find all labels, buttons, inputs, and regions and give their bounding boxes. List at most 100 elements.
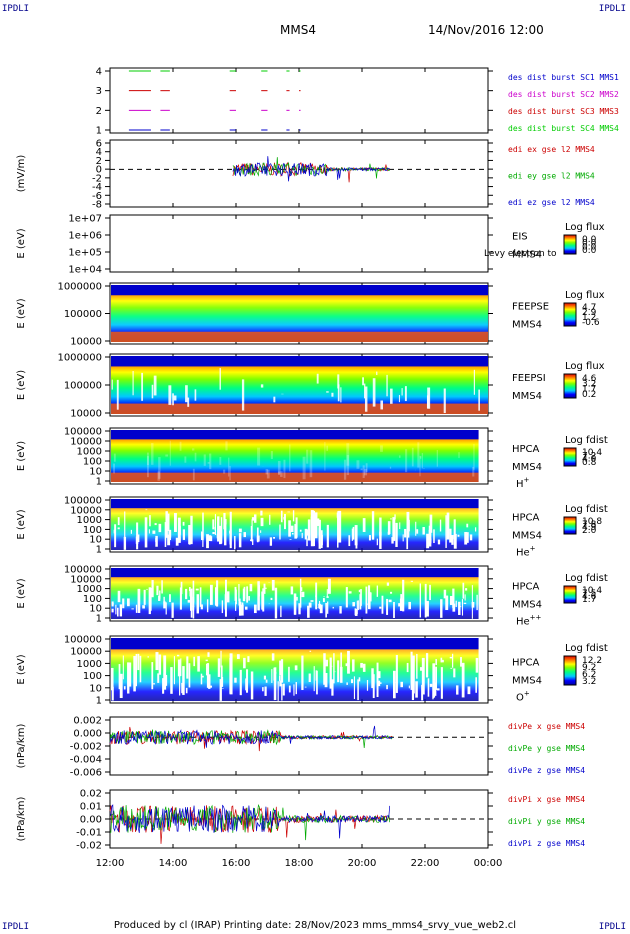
instrument-label: HPCA <box>512 513 540 524</box>
spectrogram-gap <box>348 535 351 547</box>
spectrogram-gap <box>179 666 181 696</box>
spectrogram-gap <box>371 668 374 689</box>
spectrogram-gap <box>212 531 215 535</box>
spectrogram-gap <box>210 536 213 542</box>
spectrogram-gap <box>184 456 187 463</box>
spectrogram-gap <box>421 453 423 469</box>
spectrogram-gap <box>351 528 353 541</box>
y-tick-label: 1e+05 <box>68 248 102 259</box>
spectrogram-gap <box>325 602 327 618</box>
series-label: edi ez gse l2 MMS4 <box>508 198 595 207</box>
spectrogram-gap <box>158 523 162 533</box>
hpca-h-spectrogram <box>111 430 479 482</box>
spectrogram-gap <box>216 580 219 607</box>
spectrogram-gap <box>433 529 435 544</box>
hpca-hepp-spectrogram <box>111 568 479 619</box>
spectrogram-gap <box>111 379 113 390</box>
colorbar-tick-label: 7.2 <box>582 451 596 461</box>
spectrogram-gap <box>265 469 268 475</box>
spectrogram-gap <box>173 395 177 401</box>
spectrogram-gap <box>263 675 267 680</box>
colorbar-tick-label: 2.0 <box>582 526 597 536</box>
spectrogram-gap <box>147 656 149 658</box>
colorbar-title: Log fdist <box>565 435 608 446</box>
spectrogram-gap <box>451 535 454 545</box>
spectrogram-gap <box>151 662 154 690</box>
spectrogram-gap <box>323 653 326 685</box>
spectrogram-gap <box>359 594 362 610</box>
spectrogram-gap <box>362 663 366 672</box>
spectrogram-gap <box>458 452 460 459</box>
spectrogram-gap <box>343 459 347 480</box>
y-axis-label: E (eV) <box>16 228 27 258</box>
spectrogram-gap <box>234 586 237 601</box>
spectrogram-gap <box>273 537 276 539</box>
spectrogram-gap <box>345 663 348 667</box>
corner-label-bottom-left: IPDLI <box>2 922 30 932</box>
spectrogram-gap <box>135 536 139 544</box>
spectrogram-gap <box>277 460 281 474</box>
spectrogram-gap <box>398 455 401 458</box>
spectrogram-gap <box>346 443 350 466</box>
spectrogram-gap <box>294 665 298 671</box>
spectrogram-gap <box>427 387 431 409</box>
spectrogram-gap <box>432 663 436 698</box>
spectrogram-floor <box>111 403 488 414</box>
colorbar <box>563 516 577 535</box>
colorbar-tick-label: 10.4 <box>582 586 602 596</box>
colorbar <box>563 302 577 327</box>
panel-burst: 4 3 2 1 des dist burst SC1 MMS1 des dist burs… <box>96 67 619 137</box>
spectrogram-gap <box>214 514 216 535</box>
y-tick-label: -2 <box>92 173 102 184</box>
spectrogram-gap <box>149 515 151 527</box>
spectrogram-gap <box>220 688 224 689</box>
y-tick-label: 10000 <box>70 574 102 585</box>
spectrogram-gap <box>437 539 441 545</box>
y-axis-label: E (eV) <box>16 298 27 328</box>
spectrogram-gap <box>351 679 354 684</box>
spectrogram-gap <box>273 667 275 701</box>
spectrogram-gap <box>465 588 468 591</box>
spectrogram-gap <box>122 598 125 609</box>
spectrogram-gap <box>461 662 465 698</box>
spectrogram-gap <box>371 511 375 540</box>
spectrogram-gap <box>356 600 358 615</box>
spectrogram-gap <box>320 530 323 549</box>
spectrogram-gap <box>386 684 388 690</box>
spectrogram-gap <box>347 650 350 674</box>
spectrogram-gap <box>274 667 277 701</box>
spectrogram-gap <box>158 654 162 675</box>
spectrogram-gap <box>378 682 382 684</box>
y-tick-label: 1000 <box>77 515 102 526</box>
spectrogram-gap <box>273 396 276 403</box>
spectrogram-gap <box>426 601 429 617</box>
spacecraft-label: MMS4 <box>512 250 542 261</box>
spectrogram-gap <box>252 539 254 545</box>
colorbar-tick-label: 9.2 <box>582 663 596 673</box>
species-charge: ++ <box>530 614 542 622</box>
spectrogram-gap <box>246 586 249 603</box>
spectrogram-gap <box>262 588 265 612</box>
spectrogram-gap <box>471 585 473 619</box>
spectrogram-gap <box>161 580 163 594</box>
y-tick-label: 1000 <box>77 447 102 458</box>
spectrogram-gap <box>301 591 305 598</box>
spectrogram-gap <box>128 662 132 687</box>
spectrogram-gap <box>234 677 237 683</box>
spectrogram-gap <box>114 524 117 548</box>
spectrogram-gap <box>380 400 384 410</box>
spectrogram-gap <box>467 686 471 695</box>
spectrogram-gap <box>173 656 175 685</box>
spectrogram-gap <box>299 529 302 532</box>
spectrogram-gap <box>167 534 171 546</box>
spectrogram-gap <box>327 601 329 614</box>
spectrogram-gap <box>180 658 182 677</box>
colorbar-tick-label: 3.2 <box>582 677 596 687</box>
spectrogram-gap <box>372 378 376 407</box>
spectrogram-gap <box>419 583 422 618</box>
spectrogram-gap <box>235 601 237 611</box>
y-axis-label: (mV/m) <box>16 155 27 193</box>
colorbar-tick-label: 1.2 <box>582 313 596 323</box>
spectrogram-gap <box>302 456 306 480</box>
